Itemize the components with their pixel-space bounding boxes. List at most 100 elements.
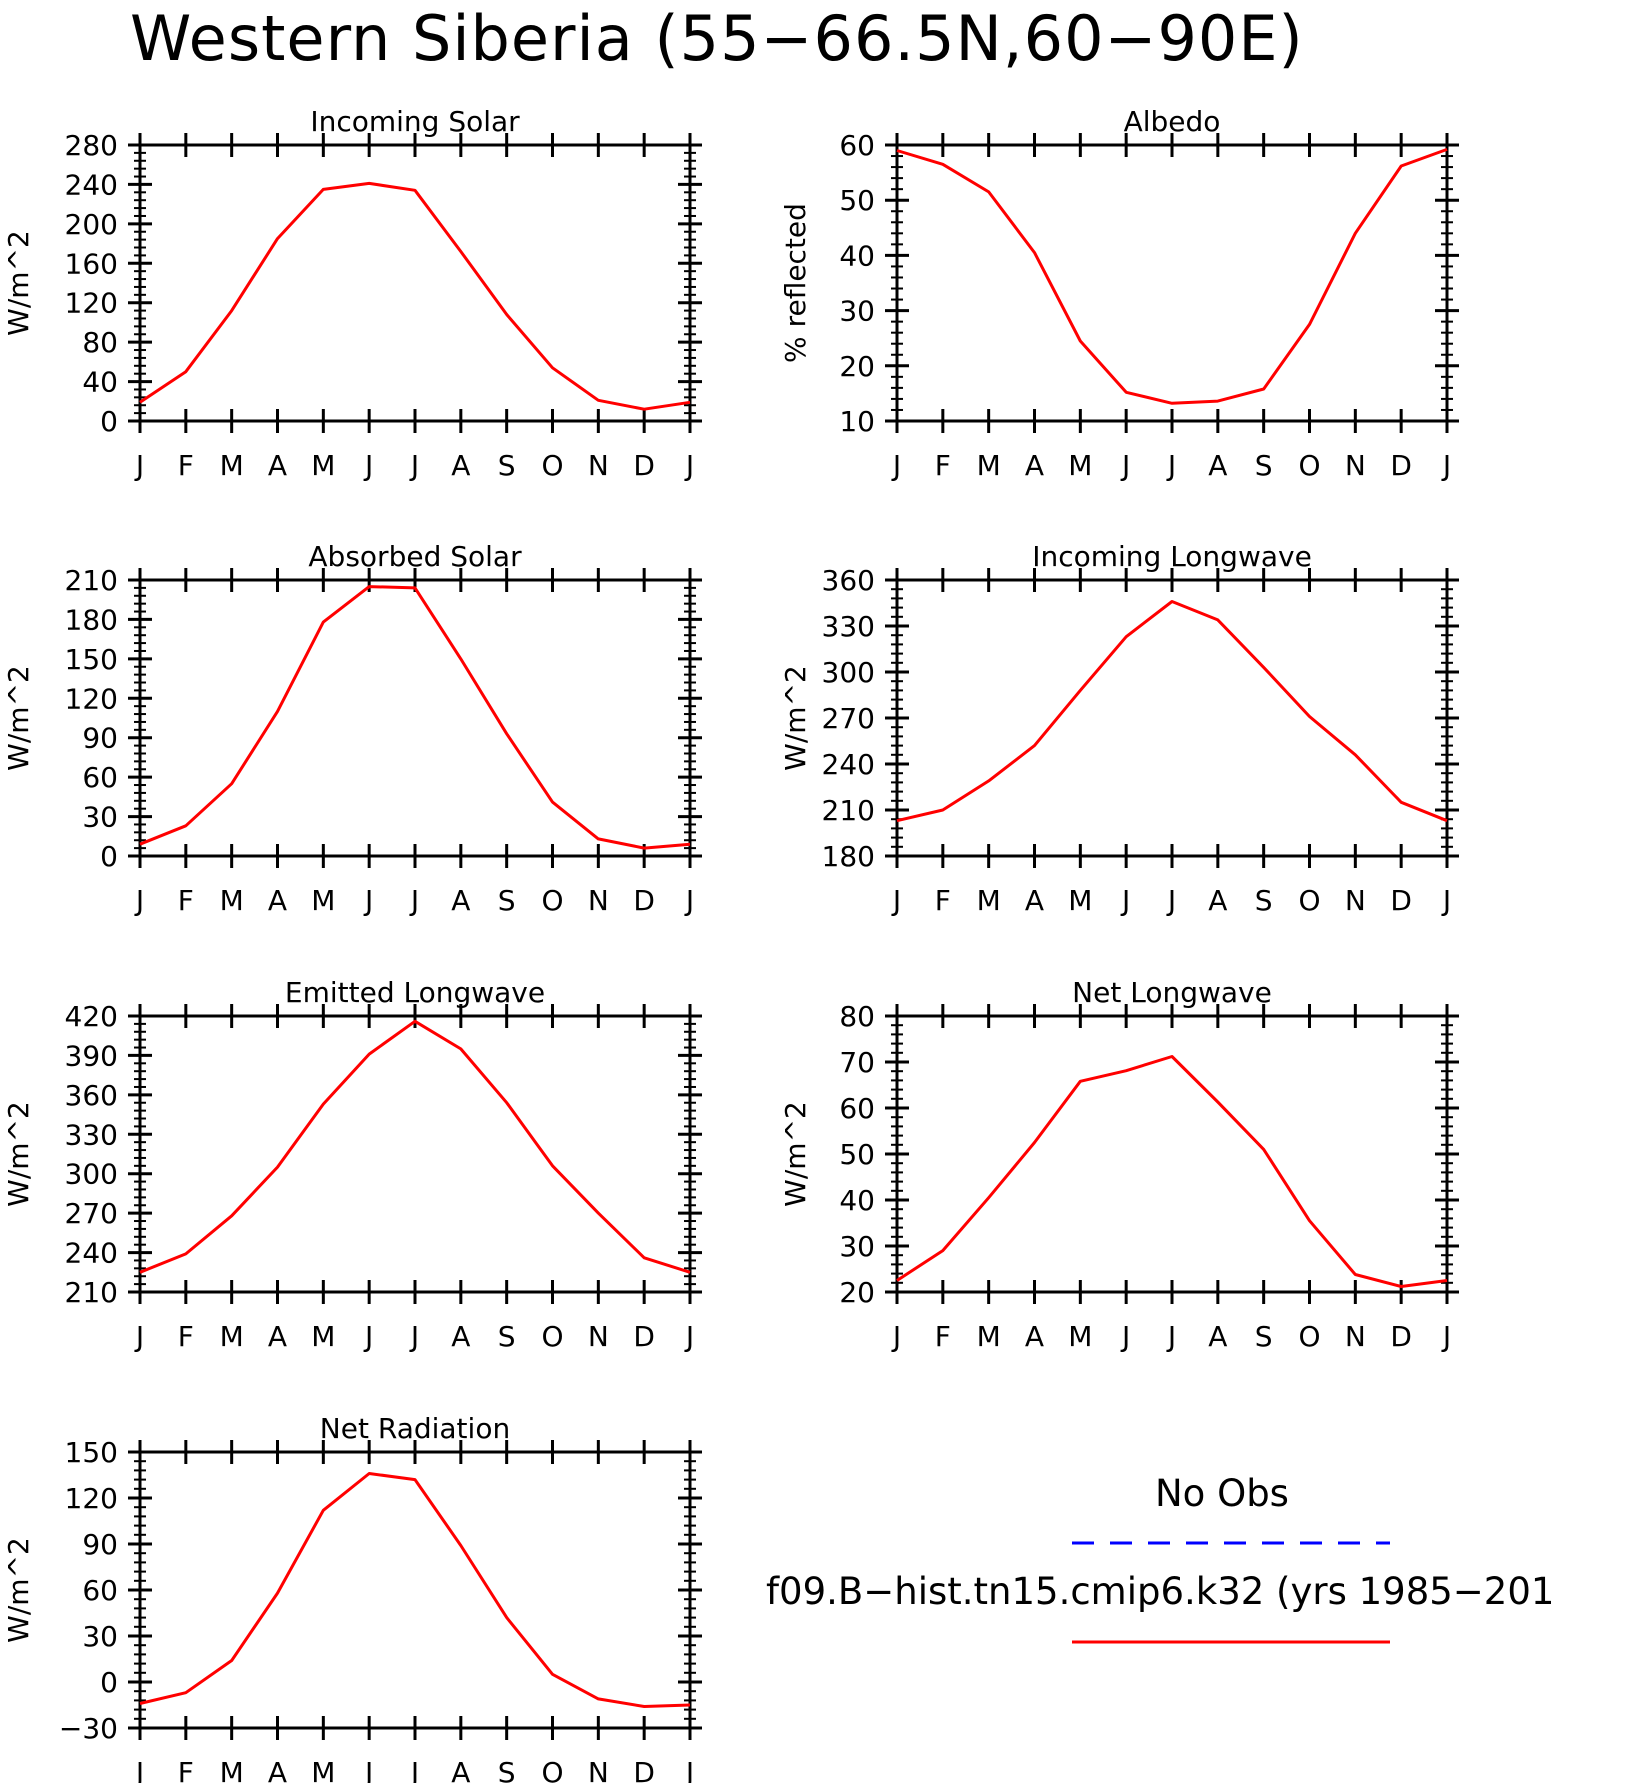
x-tick-label: M <box>220 884 244 917</box>
x-tick-label: N <box>1345 449 1366 482</box>
series-line <box>139 181 691 411</box>
y-tick-label: 180 <box>65 603 118 636</box>
series-line <box>896 1055 1448 1288</box>
panel-1: Incoming Solar W/m^2 0 40 80 120 160 200 240 280 J… <box>2 105 702 482</box>
x-tick-label: N <box>588 1756 609 1783</box>
x-tick-label: J <box>684 1756 694 1783</box>
y-tick-label: 240 <box>65 168 118 201</box>
y-tick-label: 240 <box>822 748 875 781</box>
x-tick-label: F <box>935 1320 951 1353</box>
x-tick-label: J <box>1441 1320 1451 1353</box>
y-tick-label: 120 <box>65 682 118 715</box>
x-tick-label: O <box>541 449 563 482</box>
x-tick-label: N <box>588 449 609 482</box>
x-tick-label: J <box>363 449 373 482</box>
x-tick-label: D <box>1390 884 1412 917</box>
y-axis-label: W/m^2 <box>2 230 35 336</box>
y-tick-label: 210 <box>65 564 118 597</box>
x-tick-label: A <box>268 1756 287 1783</box>
y-tick-label: 280 <box>65 129 118 162</box>
x-tick-label: O <box>1298 884 1320 917</box>
y-tick-label: 300 <box>65 1158 118 1191</box>
panel-4: Incoming Longwave W/m^2 180 210 240 270 300 330… <box>779 540 1459 917</box>
x-tick-label: D <box>1390 449 1412 482</box>
x-tick-label: O <box>1298 449 1320 482</box>
y-tick-label: 300 <box>822 656 875 689</box>
x-tick-label: J <box>1166 1320 1176 1353</box>
x-tick-label: J <box>363 1756 373 1783</box>
x-tick-label: J <box>134 1756 144 1783</box>
x-tick-label: A <box>1025 449 1044 482</box>
y-axis-label: W/m^2 <box>2 1101 35 1207</box>
y-tick-label: 10 <box>839 405 875 438</box>
x-tick-label: N <box>588 1320 609 1353</box>
legend-model-label: f09.B−hist.tn15.cmip6.k32 (yrs 1985−201 <box>766 1570 1555 1613</box>
y-tick-label: 60 <box>839 129 875 162</box>
y-tick-label: 210 <box>65 1276 118 1309</box>
x-tick-label: J <box>891 1320 901 1353</box>
y-tick-label: 270 <box>822 702 875 735</box>
y-tick-label: 90 <box>82 722 118 755</box>
x-tick-label: S <box>1255 884 1273 917</box>
y-tick-label: 30 <box>839 295 875 328</box>
x-tick-label: M <box>311 449 335 482</box>
panel-title: Net Radiation <box>320 1412 510 1445</box>
y-tick-label: 270 <box>65 1197 118 1230</box>
y-tick-label: 60 <box>839 1092 875 1125</box>
x-tick-label: J <box>134 1320 144 1353</box>
y-tick-label: 70 <box>839 1046 875 1079</box>
panel-3: Absorbed Solar W/m^2 0 30 60 90 120 150 180 210 J F… <box>2 540 702 917</box>
x-tick-label: A <box>268 449 287 482</box>
y-tick-label: 420 <box>65 1000 118 1033</box>
x-tick-label: S <box>498 1320 516 1353</box>
legend <box>1072 1541 1390 1644</box>
x-tick-label: J <box>134 884 144 917</box>
y-tick-label: 40 <box>82 366 118 399</box>
y-tick-label: 360 <box>822 564 875 597</box>
series-line <box>139 1472 691 1708</box>
x-tick-label: M <box>220 1756 244 1783</box>
x-tick-label: F <box>178 884 194 917</box>
x-tick-label: F <box>178 449 194 482</box>
y-tick-label: 50 <box>839 184 875 217</box>
x-tick-label: D <box>633 449 655 482</box>
plot-frame <box>138 578 692 858</box>
y-tick-label: 90 <box>82 1528 118 1561</box>
y-tick-label: 0 <box>100 405 118 438</box>
panel-title: Absorbed Solar <box>308 540 522 573</box>
x-tick-label: N <box>1345 1320 1366 1353</box>
panel-5: Emitted Longwave W/m^2 210 240 270 300 330 360 3… <box>2 976 702 1353</box>
x-tick-label: A <box>268 1320 287 1353</box>
legend-obs-label: No Obs <box>1155 1472 1289 1515</box>
plot-frame <box>138 1450 692 1730</box>
x-tick-label: J <box>1120 1320 1130 1353</box>
x-tick-label: M <box>977 449 1001 482</box>
x-tick-label: M <box>977 884 1001 917</box>
x-tick-label: A <box>1208 1320 1227 1353</box>
y-tick-label: 210 <box>822 794 875 827</box>
x-tick-label: M <box>1068 884 1092 917</box>
x-tick-label: J <box>1120 449 1130 482</box>
y-tick-label: 60 <box>82 1574 118 1607</box>
x-tick-label: J <box>684 449 694 482</box>
x-tick-label: M <box>311 884 335 917</box>
x-tick-label: J <box>684 884 694 917</box>
series-line <box>896 147 1448 405</box>
y-axis-label: % reflected <box>779 203 812 363</box>
y-tick-label: 0 <box>100 840 118 873</box>
panel-title: Incoming Longwave <box>1032 540 1312 573</box>
x-tick-label: D <box>633 884 655 917</box>
x-tick-label: J <box>409 1756 419 1783</box>
y-tick-label: 30 <box>82 801 118 834</box>
x-tick-label: M <box>977 1320 1001 1353</box>
x-tick-label: A <box>268 884 287 917</box>
y-tick-label: 360 <box>65 1079 118 1112</box>
y-tick-label: 40 <box>839 1184 875 1217</box>
x-tick-label: A <box>1208 449 1227 482</box>
x-tick-label: M <box>311 1756 335 1783</box>
y-tick-label: 80 <box>82 326 118 359</box>
x-tick-label: N <box>1345 884 1366 917</box>
